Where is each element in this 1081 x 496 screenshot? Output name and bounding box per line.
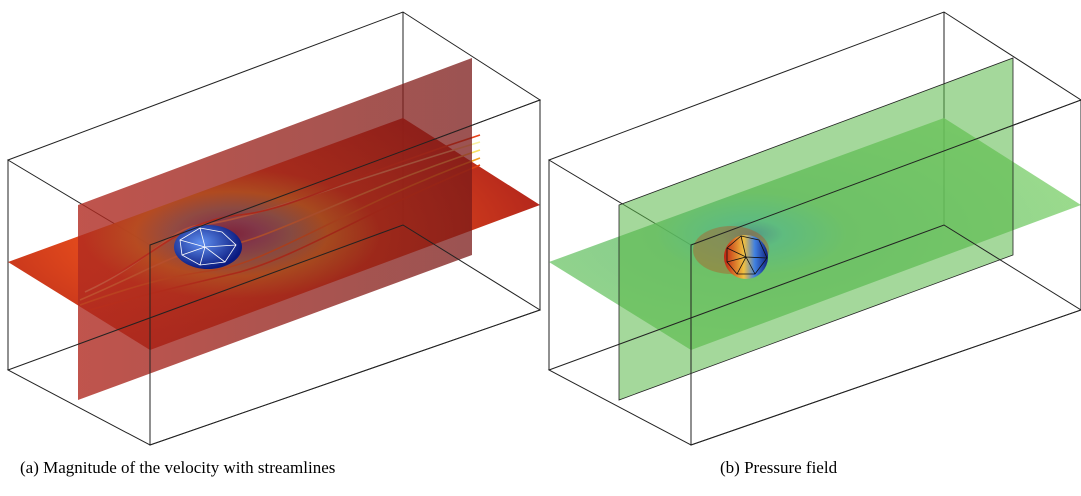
panel-a: (a) Magnitude of the velocity with strea… [6,11,542,477]
caption: (a) Magnitude of the velocity with strea… [20,458,335,477]
panel-b: (b) Pressure field [547,11,1081,477]
vertical-plane [78,58,472,400]
caption: (b) Pressure field [720,458,838,477]
vertical-plane [618,57,1014,401]
